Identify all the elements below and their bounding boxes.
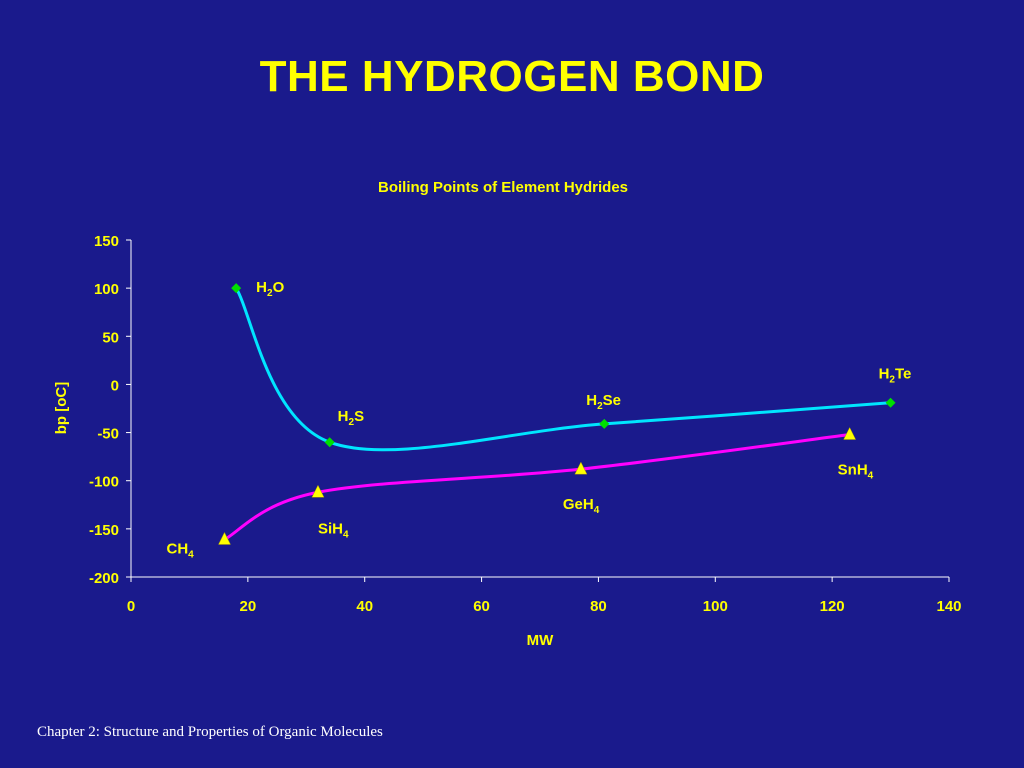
y-tick-label: 0 xyxy=(111,377,119,394)
point-label: SiH4 xyxy=(318,520,349,540)
diamond-marker xyxy=(324,437,335,448)
triangle-marker xyxy=(311,484,325,498)
point-label: SnH4 xyxy=(838,461,874,481)
series-line-1 xyxy=(234,287,891,452)
diamond-marker xyxy=(885,397,896,408)
point-label: H2O xyxy=(256,279,284,299)
triangle-marker xyxy=(218,531,231,545)
point-label: H2Te xyxy=(879,366,912,386)
x-tick-label: 20 xyxy=(240,598,257,615)
y-tick-label: 100 xyxy=(94,281,119,298)
x-tick-label: 40 xyxy=(356,598,373,615)
series-line-2 xyxy=(223,433,850,541)
x-tick-label: 80 xyxy=(590,598,607,615)
x-tick-label: 120 xyxy=(820,598,845,615)
y-tick-label: -50 xyxy=(97,426,119,443)
footer-text: Chapter 2: Structure and Properties of O… xyxy=(37,724,383,740)
y-tick-label: -150 xyxy=(89,522,119,539)
point-label: H2S xyxy=(338,408,364,428)
point-label: H2Se xyxy=(586,392,621,412)
y-tick-label: 150 xyxy=(94,233,119,250)
y-tick-label: -100 xyxy=(89,474,119,491)
chart-title: Boiling Points of Element Hydrides xyxy=(378,179,628,196)
x-tick-label: 140 xyxy=(936,598,961,615)
x-tick-label: 0 xyxy=(127,598,135,615)
y-tick-label: 50 xyxy=(102,329,119,346)
y-tick-label: -200 xyxy=(89,570,119,587)
diamond-marker xyxy=(599,418,610,429)
x-axis-label: MW xyxy=(527,632,554,649)
point-label: GeH4 xyxy=(563,496,600,516)
y-axis-label: bp [oC] xyxy=(53,382,70,434)
triangle-marker xyxy=(574,461,588,475)
point-label: CH4 xyxy=(166,540,194,560)
triangle-marker xyxy=(843,426,857,440)
slide-title: THE HYDROGEN BOND xyxy=(259,52,765,101)
x-tick-label: 100 xyxy=(703,598,728,615)
diamond-marker xyxy=(231,283,242,294)
x-tick-label: 60 xyxy=(473,598,490,615)
